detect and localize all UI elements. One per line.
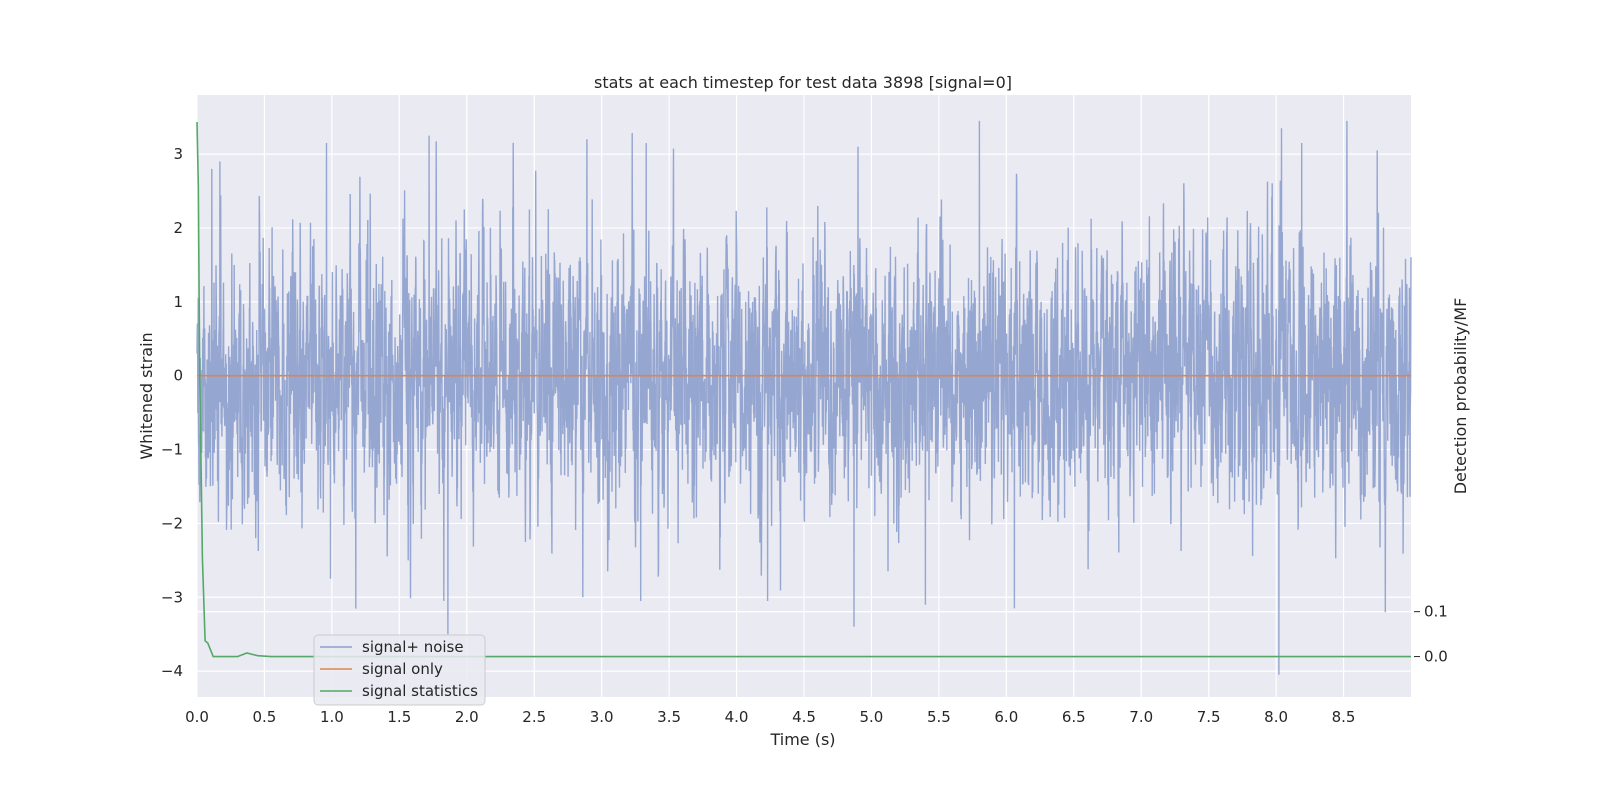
axis-ticks: 0.0 0.5 1.0 1.5 2.0 2.5 3.0 3.5 4.0 4.5 5.0 5.5 6.0 6… (161, 145, 1448, 726)
legend-label-signal-only: signal only (362, 660, 443, 678)
x-tick-label: 4.5 (792, 708, 816, 726)
x-tick-label: 7.0 (1129, 708, 1153, 726)
legend-label-noise: signal+ noise (362, 638, 464, 656)
y2-tick-label: 0.1 (1424, 603, 1448, 621)
chart-title: stats at each timestep for test data 389… (594, 73, 1012, 92)
x-tick-label: 1.0 (320, 708, 344, 726)
x-tick-label: 8.0 (1264, 708, 1288, 726)
legend: signal+ noise signal only signal statist… (313, 634, 486, 706)
x-tick-label: 2.0 (455, 708, 479, 726)
x-tick-label: 7.5 (1197, 708, 1221, 726)
x-tick-label: 6.0 (994, 708, 1018, 726)
signal-noise-series (196, 120, 1412, 675)
y-tick-label: −2 (161, 514, 183, 532)
x-tick-label: 5.5 (927, 708, 951, 726)
x-tick-label: 3.5 (657, 708, 681, 726)
x-tick-label: 5.0 (860, 708, 884, 726)
y-tick-label: 0 (173, 367, 183, 385)
legend-box (313, 634, 486, 706)
x-tick-label: 1.5 (387, 708, 411, 726)
x-tick-label: 3.0 (590, 708, 614, 726)
x-tick-label: 0.5 (253, 708, 277, 726)
signal-statistics-line (196, 121, 1411, 658)
x-tick-label: 8.5 (1332, 708, 1356, 726)
y-tick-label: −1 (161, 441, 183, 459)
x-axis-title: Time (s) (769, 730, 835, 749)
legend-label-signal-statistics: signal statistics (362, 682, 478, 700)
y-tick-label: −3 (161, 588, 183, 606)
y-tick-label: 2 (173, 219, 183, 237)
y-tick-label: 1 (173, 293, 183, 311)
series-lines (196, 121, 1411, 658)
x-tick-label: 0.0 (185, 708, 209, 726)
y-tick-label: 3 (173, 145, 183, 163)
y-tick-label: −4 (161, 662, 183, 680)
y2-tick-label: 0.0 (1424, 648, 1448, 666)
y2-axis-title: Detection probability/MF (1451, 298, 1470, 495)
x-tick-label: 4.0 (725, 708, 749, 726)
x-tick-label: 6.5 (1062, 708, 1086, 726)
x-tick-label: 2.5 (522, 708, 546, 726)
y-axis-title: Whitened strain (137, 332, 156, 459)
signal-noise-line (196, 120, 1412, 675)
